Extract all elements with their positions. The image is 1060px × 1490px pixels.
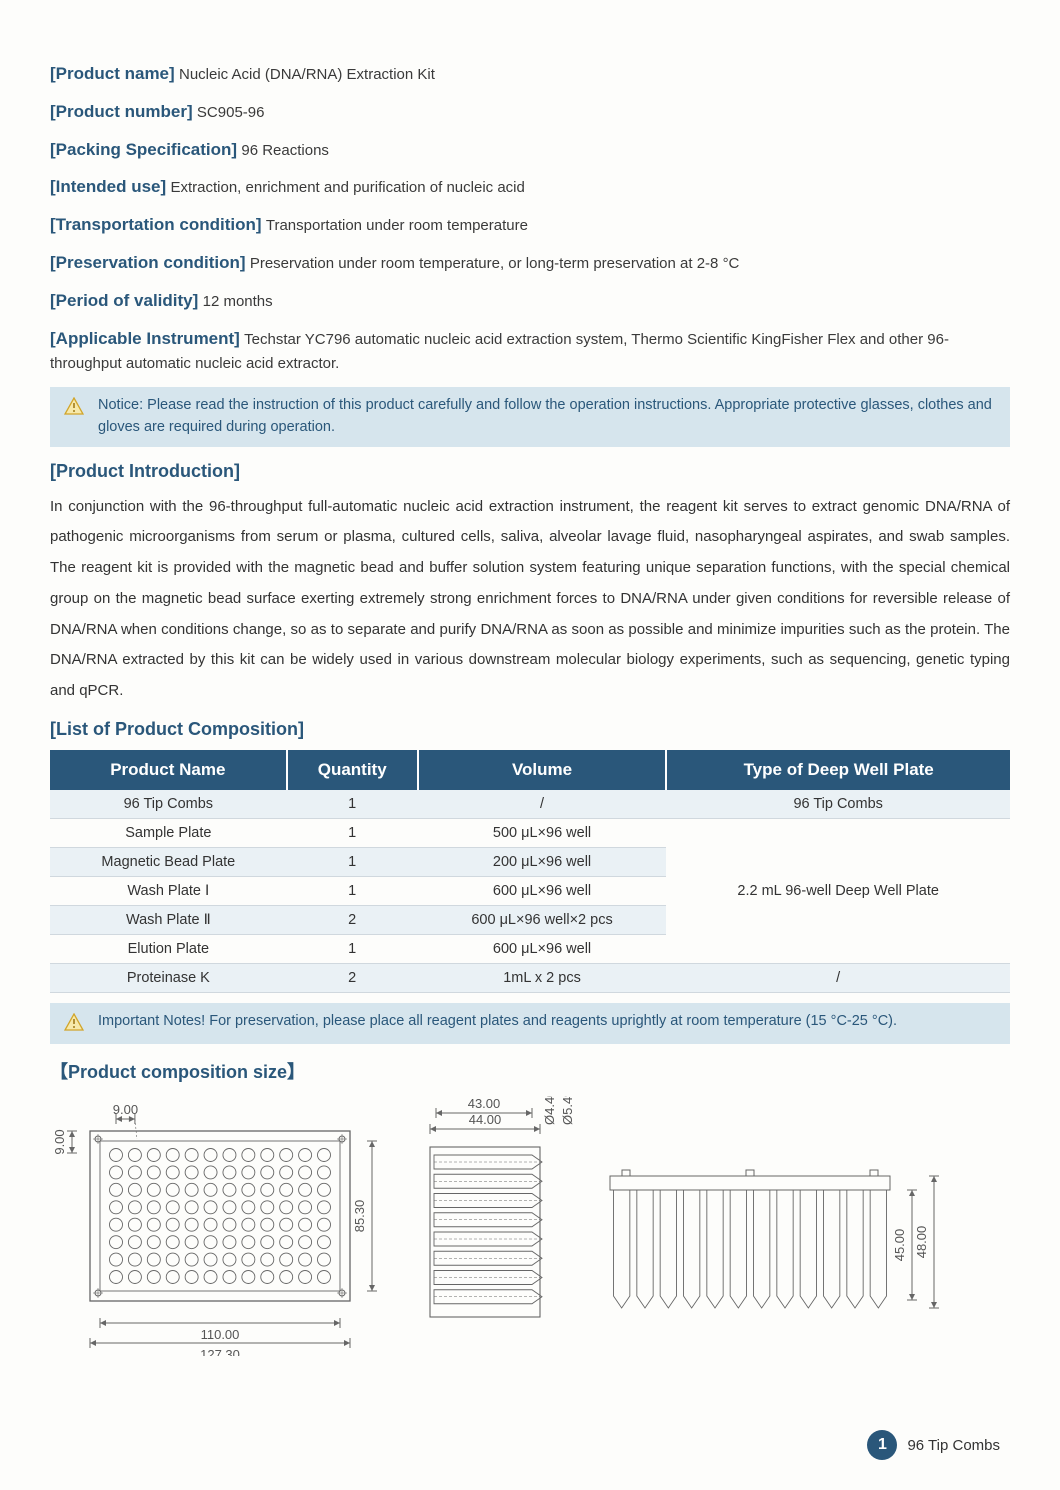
svg-text:9.00: 9.00 [113, 1102, 138, 1117]
field-row: [Applicable Instrument] Techstar YC796 a… [50, 325, 1010, 378]
notice-box: Notice: Please read the instruction of t… [50, 387, 1010, 447]
table-row: Proteinase K21mL x 2 pcs/ [50, 963, 1010, 992]
warning-icon [64, 1013, 84, 1036]
table-cell: Magnetic Bead Plate [50, 847, 287, 876]
svg-text:9.00: 9.00 [52, 1129, 67, 1154]
footer-label: 96 Tip Combs [907, 1437, 1000, 1454]
section-header-list: [List of Product Composition] [50, 719, 1010, 740]
field-row: [Packing Specification] 96 Reactions [50, 136, 1010, 164]
table-cell: 1 [287, 790, 418, 819]
field-label: [Preservation condition] [50, 253, 246, 272]
notice-text-2: Important Notes! For preservation, pleas… [98, 1011, 897, 1033]
field-label: [Transportation condition] [50, 215, 262, 234]
table-cell: 600 μL×96 well [418, 934, 667, 963]
svg-text:45.00: 45.00 [892, 1229, 907, 1262]
field-value: 96 Reactions [241, 142, 329, 159]
field-row: [Product name] Nucleic Acid (DNA/RNA) Ex… [50, 60, 1010, 88]
diagram-area: 9.00 9.00 110.00 127.30 85.30 43.0044.00 Ø4.40… [50, 1096, 1010, 1356]
section-header-size: 【Product composition size】 [50, 1058, 1010, 1084]
table-cell: Wash Plate Ⅱ [50, 905, 287, 934]
table-row: 96 Tip Combs1/96 Tip Combs [50, 790, 1010, 819]
table-cell-merged: 2.2 mL 96-well Deep Well Plate [666, 818, 1010, 963]
field-label: [Product name] [50, 64, 175, 83]
table-cell: 1 [287, 818, 418, 847]
table-cell: 96 Tip Combs [50, 790, 287, 819]
svg-text:Ø4.40: Ø4.40 [542, 1096, 557, 1125]
field-label: [Applicable Instrument] [50, 329, 240, 348]
table-cell: 96 Tip Combs [666, 790, 1010, 819]
notice-text: Notice: Please read the instruction of t… [98, 395, 996, 439]
svg-text:43.00: 43.00 [468, 1096, 501, 1111]
field-value: SC905-96 [197, 104, 265, 121]
field-label: [Intended use] [50, 177, 166, 196]
warning-icon [64, 397, 84, 420]
table-cell: 600 μL×96 well [418, 876, 667, 905]
table-cell: / [666, 963, 1010, 992]
svg-text:44.00: 44.00 [469, 1112, 502, 1127]
table-cell: Wash Plate Ⅰ [50, 876, 287, 905]
table-cell: 2 [287, 963, 418, 992]
table-cell: 1 [287, 876, 418, 905]
technical-diagram: 9.00 9.00 110.00 127.30 85.30 43.0044.00 Ø4.40… [50, 1096, 1010, 1356]
field-row: [Preservation condition] Preservation un… [50, 249, 1010, 277]
table-cell: 1 [287, 847, 418, 876]
field-value: 12 months [203, 293, 273, 310]
table-header: Volume [418, 750, 667, 790]
field-value: Transportation under room temperature [266, 217, 528, 234]
table-cell: Elution Plate [50, 934, 287, 963]
svg-text:110.00: 110.00 [201, 1327, 240, 1342]
composition-table: Product NameQuantityVolumeType of Deep W… [50, 750, 1010, 993]
table-cell: 1mL x 2 pcs [418, 963, 667, 992]
footer-badge: 1 96 Tip Combs [867, 1430, 1000, 1460]
svg-text:127.30: 127.30 [200, 1347, 240, 1356]
intro-text: In conjunction with the 96-throughput fu… [50, 492, 1010, 707]
table-cell: 1 [287, 934, 418, 963]
svg-text:85.30: 85.30 [352, 1200, 367, 1233]
field-label: [Packing Specification] [50, 140, 237, 159]
field-row: [Transportation condition] Transportatio… [50, 211, 1010, 239]
table-cell: Sample Plate [50, 818, 287, 847]
table-cell: Proteinase K [50, 963, 287, 992]
field-row: [Product number] SC905-96 [50, 98, 1010, 126]
table-header: Type of Deep Well Plate [666, 750, 1010, 790]
section-header-intro: [Product Introduction] [50, 461, 1010, 482]
page-number-badge: 1 [867, 1430, 897, 1460]
table-header: Product Name [50, 750, 287, 790]
table-cell: 200 μL×96 well [418, 847, 667, 876]
field-value: Nucleic Acid (DNA/RNA) Extraction Kit [179, 66, 435, 83]
table-cell: / [418, 790, 667, 819]
field-row: [Intended use] Extraction, enrichment an… [50, 173, 1010, 201]
svg-text:48.00: 48.00 [914, 1226, 929, 1259]
svg-text:Ø5.49: Ø5.49 [560, 1096, 575, 1125]
field-label: [Product number] [50, 102, 193, 121]
table-row: Sample Plate1500 μL×96 well2.2 mL 96-wel… [50, 818, 1010, 847]
field-value: Preservation under room temperature, or … [250, 255, 740, 272]
field-label: [Period of validity] [50, 291, 198, 310]
table-header: Quantity [287, 750, 418, 790]
table-cell: 500 μL×96 well [418, 818, 667, 847]
notice-box-2: Important Notes! For preservation, pleas… [50, 1003, 1010, 1044]
table-cell: 2 [287, 905, 418, 934]
table-cell: 600 μL×96 well×2 pcs [418, 905, 667, 934]
field-value: Extraction, enrichment and purification … [170, 179, 524, 196]
field-row: [Period of validity] 12 months [50, 287, 1010, 315]
